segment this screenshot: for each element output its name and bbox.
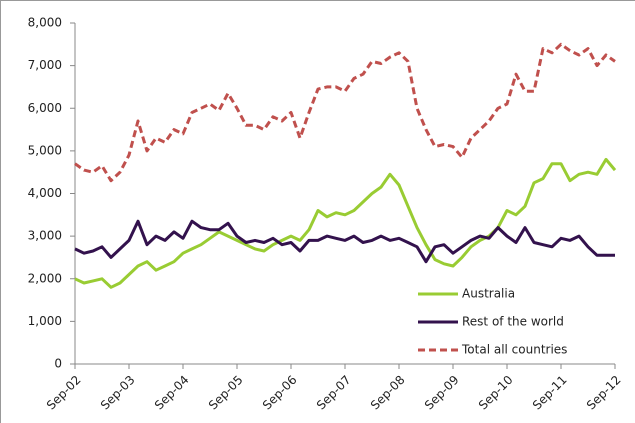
y-tick-label: 6,000 <box>28 101 62 115</box>
y-tick-label: 0 <box>54 357 62 371</box>
legend-label: Total all countries <box>461 343 567 357</box>
y-tick-label: 8,000 <box>28 16 62 30</box>
line-series <box>74 219 615 264</box>
y-tick-label: 5,000 <box>28 143 62 157</box>
x-tick-label: Sep-10 <box>476 373 516 413</box>
x-tick-label: Sep-07 <box>314 373 354 413</box>
x-tick-label: Sep-09 <box>422 373 462 413</box>
line-series <box>74 157 617 289</box>
x-tick-label: Sep-11 <box>530 373 570 413</box>
x-tick-label: Sep-06 <box>260 373 300 413</box>
y-tick-label: 2,000 <box>28 271 62 285</box>
y-tick-label: 1,000 <box>28 314 62 328</box>
legend-label: Australia <box>462 287 515 301</box>
line-series <box>74 42 616 183</box>
x-tick-label: Sep-02 <box>44 373 84 413</box>
x-tick-label: Sep-03 <box>98 373 138 413</box>
legend-label: Rest of the world <box>462 315 564 329</box>
x-tick-label: Sep-04 <box>152 373 192 413</box>
y-tick-label: 3,000 <box>28 229 62 243</box>
x-tick-label: Sep-08 <box>368 373 408 413</box>
y-tick-label: 7,000 <box>28 58 62 72</box>
y-tick-label: 4,000 <box>28 186 62 200</box>
x-tick-label: Sep-05 <box>206 373 246 413</box>
x-tick-label: Sep-12 <box>584 373 624 413</box>
